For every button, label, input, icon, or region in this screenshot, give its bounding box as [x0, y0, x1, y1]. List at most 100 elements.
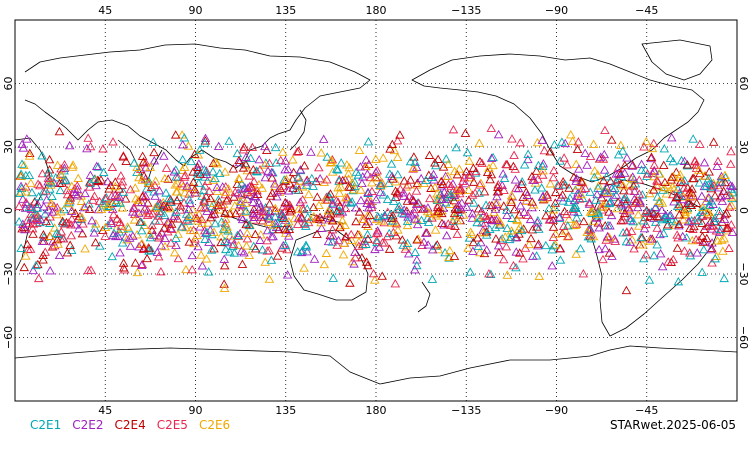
observation-marker-c2e4 — [267, 173, 277, 182]
observation-marker-c2e6 — [612, 203, 623, 213]
observation-marker-c2e4 — [38, 255, 48, 264]
observation-marker-c2e5 — [390, 278, 401, 288]
observation-marker-c2e1 — [37, 151, 47, 160]
observation-marker-c2e4 — [672, 243, 683, 252]
observation-marker-c2e5 — [332, 240, 342, 249]
observation-marker-c2e4 — [521, 187, 531, 196]
observation-marker-c2e4 — [65, 240, 75, 249]
observation-marker-c2e5 — [688, 224, 698, 233]
observation-marker-c2e1 — [382, 194, 393, 203]
observation-marker-c2e4 — [120, 194, 131, 203]
observation-marker-c2e4 — [701, 233, 712, 243]
observation-marker-c2e1 — [308, 181, 318, 190]
observation-marker-c2e1 — [89, 174, 100, 183]
observation-marker-c2e2 — [255, 202, 266, 211]
observation-marker-c2e2 — [317, 215, 327, 224]
observation-marker-c2e4 — [166, 219, 177, 228]
lon-tick-label-top: 90 — [189, 4, 203, 17]
observation-marker-c2e2 — [234, 157, 245, 167]
observation-marker-c2e5 — [726, 220, 737, 229]
observation-marker-c2e5 — [618, 215, 629, 224]
observation-marker-c2e4 — [118, 263, 129, 272]
observation-marker-c2e2 — [493, 240, 504, 250]
observation-marker-c2e1 — [267, 224, 278, 234]
observation-marker-c2e6 — [132, 267, 143, 277]
observation-marker-c2e5 — [553, 181, 564, 190]
observation-marker-c2e1 — [115, 198, 125, 207]
observation-marker-c2e5 — [455, 183, 466, 192]
observation-marker-c2e1 — [372, 237, 382, 247]
observation-marker-c2e6 — [444, 252, 454, 261]
observation-marker-c2e4 — [628, 181, 639, 190]
observation-marker-c2e2 — [721, 190, 731, 200]
observation-marker-c2e4 — [697, 218, 707, 227]
observation-marker-c2e1 — [533, 215, 543, 225]
observation-marker-c2e5 — [481, 211, 492, 220]
observation-marker-c2e5 — [484, 269, 494, 278]
observation-marker-c2e6 — [170, 180, 181, 189]
observation-marker-c2e1 — [46, 178, 56, 187]
observation-marker-c2e1 — [499, 173, 510, 183]
observation-marker-c2e5 — [393, 189, 404, 198]
observation-marker-c2e4 — [663, 219, 673, 229]
observation-marker-c2e4 — [449, 251, 460, 260]
observation-marker-c2e4 — [699, 224, 710, 234]
observation-marker-c2e2 — [219, 254, 230, 263]
observation-marker-c2e2 — [429, 175, 439, 184]
observation-marker-c2e4 — [545, 147, 555, 156]
observation-marker-c2e1 — [232, 230, 243, 239]
observation-marker-c2e6 — [240, 198, 251, 207]
observation-marker-c2e5 — [377, 237, 388, 247]
observation-marker-c2e5 — [59, 160, 70, 169]
observation-marker-c2e5 — [501, 241, 512, 251]
observation-marker-c2e6 — [177, 165, 188, 174]
observation-marker-c2e6 — [373, 173, 384, 182]
observation-marker-c2e2 — [136, 260, 147, 269]
legend-item-c2e2: C2E2 — [72, 418, 104, 432]
observation-marker-c2e6 — [46, 201, 56, 210]
observation-marker-c2e4 — [461, 166, 472, 176]
observation-marker-c2e6 — [209, 198, 219, 208]
observation-marker-c2e4 — [264, 199, 275, 208]
observation-marker-c2e5 — [202, 176, 213, 185]
observation-marker-c2e5 — [372, 235, 382, 245]
observation-marker-c2e5 — [548, 172, 559, 182]
observation-marker-c2e2 — [79, 202, 90, 212]
observation-marker-c2e4 — [248, 164, 259, 174]
observation-marker-c2e5 — [106, 191, 117, 200]
observation-marker-c2e6 — [336, 182, 346, 191]
observation-marker-c2e2 — [201, 169, 212, 178]
observation-marker-c2e1 — [497, 234, 507, 243]
observation-marker-c2e1 — [270, 142, 281, 152]
observation-marker-c2e1 — [325, 204, 335, 214]
observation-marker-c2e2 — [605, 221, 615, 230]
observation-marker-c2e1 — [451, 142, 461, 152]
observation-marker-c2e6 — [464, 156, 475, 165]
observation-marker-c2e4 — [143, 198, 153, 207]
coastline-north-america — [411, 53, 705, 183]
coastline-japan — [289, 109, 307, 151]
observation-marker-c2e6 — [299, 263, 309, 272]
observation-marker-c2e2 — [355, 162, 366, 171]
observation-marker-c2e5 — [228, 239, 239, 249]
observation-marker-c2e4 — [452, 169, 463, 179]
observation-marker-c2e4 — [188, 167, 198, 176]
observation-marker-c2e2 — [412, 219, 423, 229]
observation-marker-c2e1 — [649, 250, 659, 260]
observation-marker-c2e2 — [439, 220, 449, 229]
observation-marker-c2e2 — [650, 202, 661, 211]
lat-tick-label-left: 60 — [2, 77, 15, 91]
observation-marker-c2e2 — [449, 190, 460, 200]
observation-marker-c2e4 — [621, 285, 632, 295]
observation-marker-c2e2 — [468, 246, 478, 255]
observation-marker-c2e6 — [24, 151, 35, 160]
observation-marker-c2e4 — [205, 193, 216, 203]
observation-marker-c2e1 — [301, 240, 311, 249]
observation-marker-c2e5 — [196, 202, 206, 212]
observation-marker-c2e4 — [22, 239, 33, 249]
observation-marker-c2e5 — [83, 133, 93, 142]
observation-marker-c2e2 — [362, 198, 372, 208]
observation-marker-c2e2 — [448, 179, 458, 188]
observation-marker-c2e5 — [458, 176, 468, 186]
observation-marker-c2e1 — [198, 185, 209, 194]
